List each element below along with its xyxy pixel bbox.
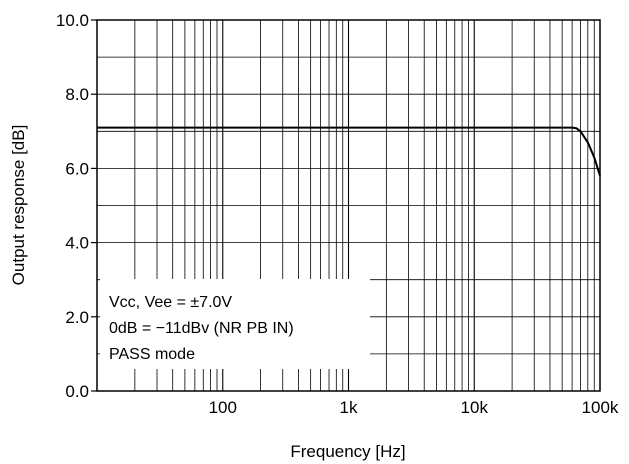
annotation-reference: 0dB = −11dBv (NR PB IN) [109,320,294,337]
annotation-box [100,279,370,369]
series [97,126,601,177]
x-tick-labels: 100 1k 10k 100k [209,398,619,417]
y-tick-label: 4.0 [65,234,89,253]
y-tick-labels: 0.0 2.0 4.0 6.0 8.0 10.0 [56,11,97,401]
y-axis-label: Output response [dB] [9,125,28,286]
series-line [97,126,601,177]
x-tick-label: 1k [340,398,358,417]
y-tick-label: 0.0 [65,382,89,401]
y-tick-label: 8.0 [65,85,89,104]
y-tick-label: 2.0 [65,308,89,327]
plot-area [96,19,601,392]
x-axis-label: Frequency [Hz] [290,442,405,461]
x-tick-label: 10k [461,398,489,417]
x-tick-label: 100k [582,398,619,417]
x-tick-label: 100 [209,398,237,417]
annotation-supply: Vcc, Vee = ±7.0V [109,294,232,311]
y-tick-label: 10.0 [56,11,89,30]
y-tick-label: 6.0 [65,159,89,178]
annotation-mode: PASS mode [109,346,195,363]
